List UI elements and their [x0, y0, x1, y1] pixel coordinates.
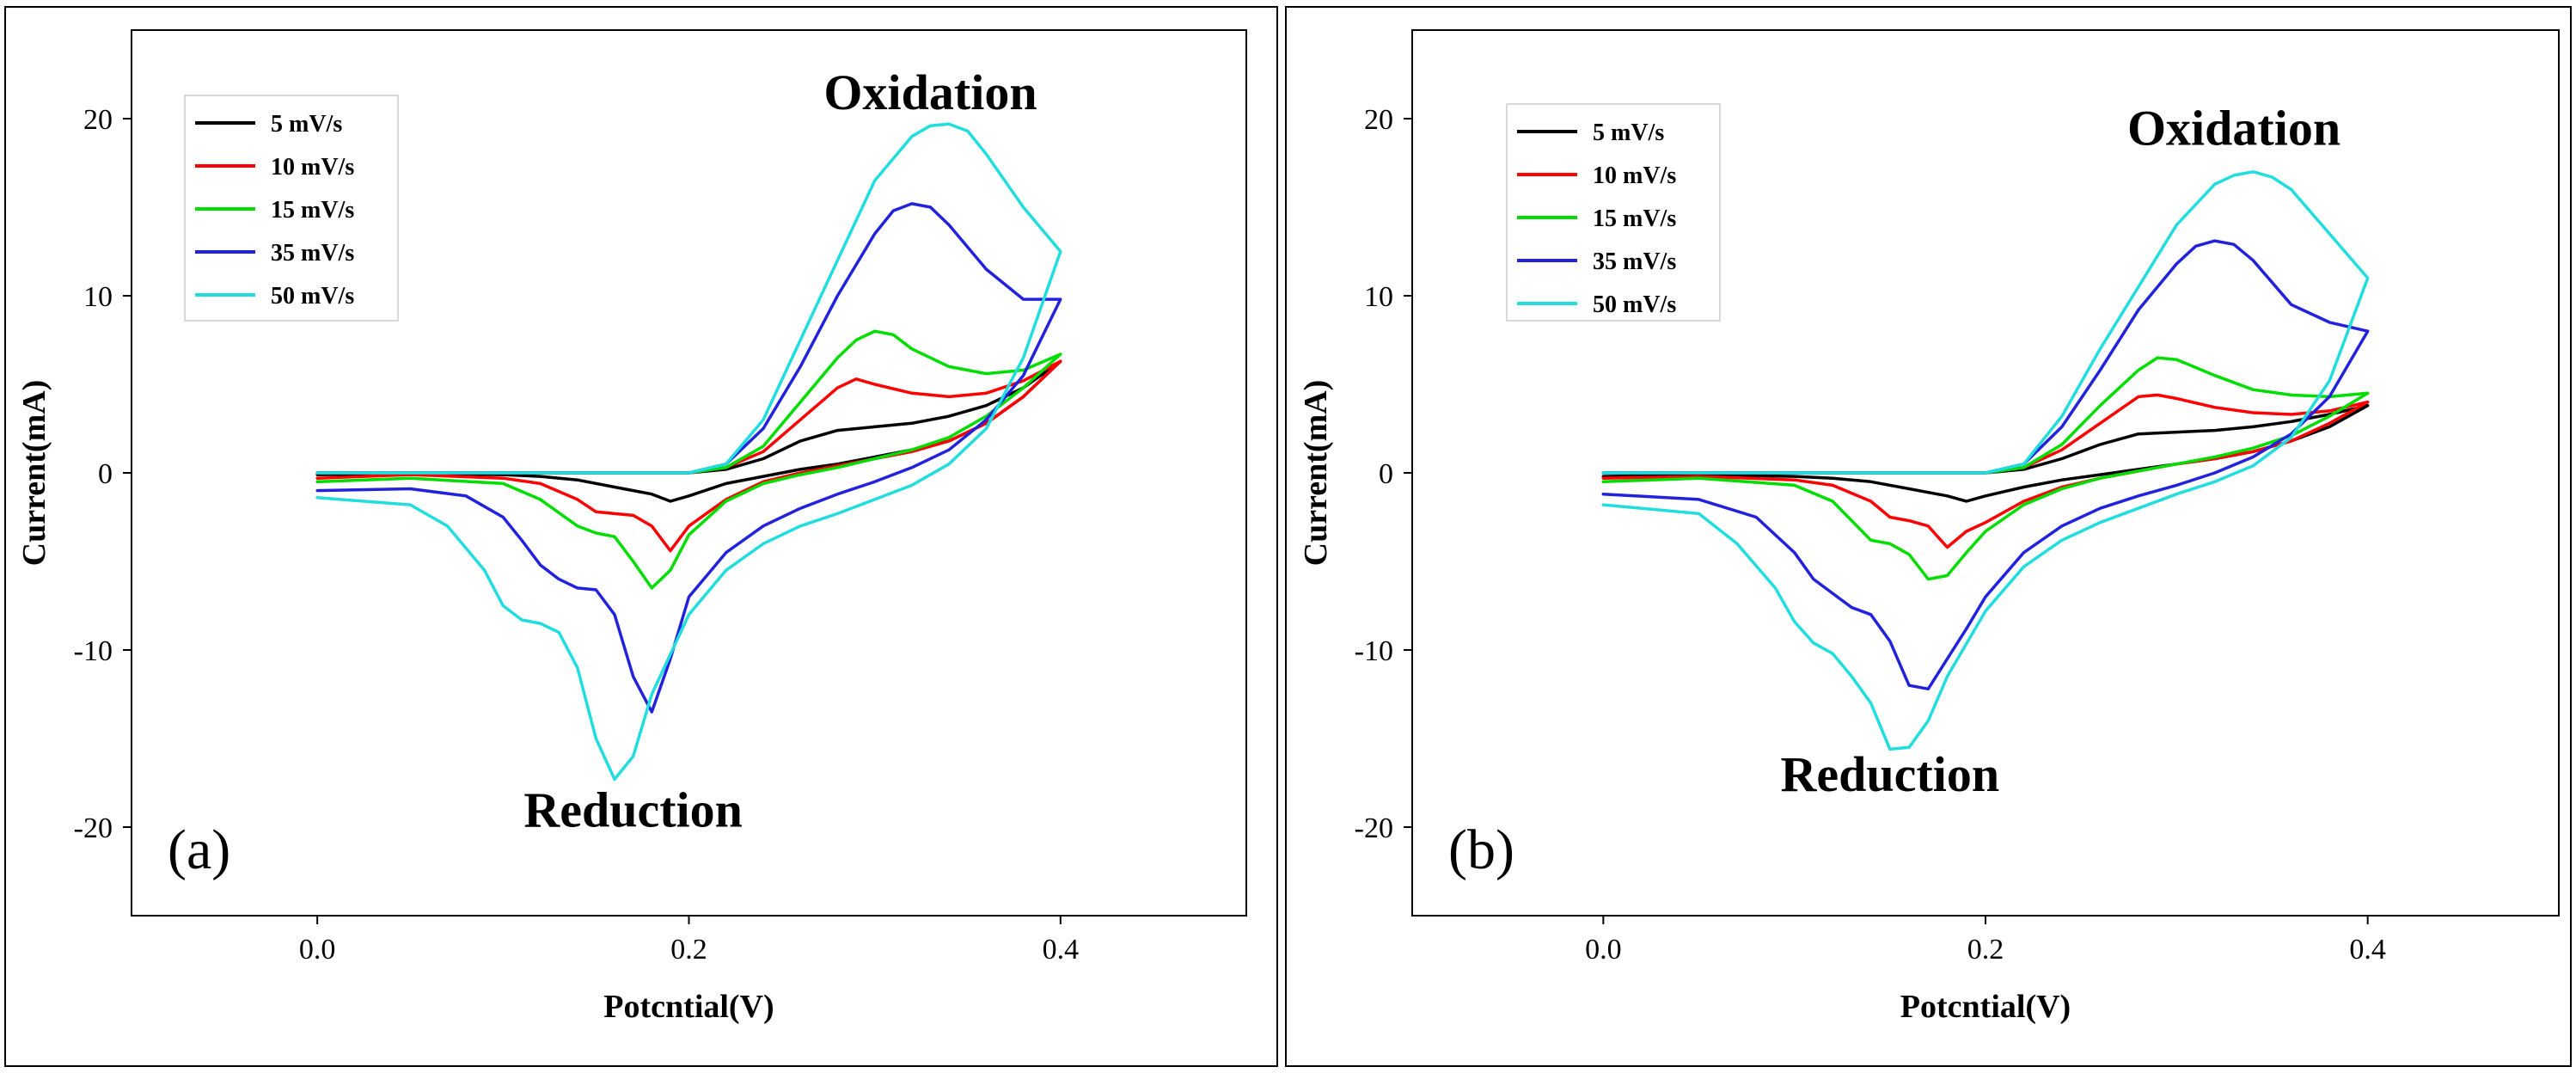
y-tick-label: 20 — [1364, 104, 1393, 136]
legend-label: 50 mV/s — [271, 283, 354, 310]
x-tick-label: 0.4 — [2349, 934, 2386, 966]
legend-box — [1506, 103, 1721, 322]
legend-label: 5 mV/s — [271, 111, 342, 138]
legend-label: 10 mV/s — [1593, 162, 1676, 189]
series-line-50-mv-s — [315, 122, 1062, 782]
series-line-15-mv-s — [1601, 356, 2370, 581]
series-line-35-mv-s — [315, 202, 1062, 714]
x-tick-label: 0.0 — [299, 934, 336, 966]
series-line-10-mv-s — [315, 359, 1062, 553]
panel-label: (a) — [168, 819, 230, 881]
legend-label: 50 mV/s — [1593, 291, 1676, 318]
y-tick-label: -20 — [74, 812, 113, 844]
legend-label: 35 mV/s — [1593, 248, 1676, 275]
y-tick-label: 0 — [98, 458, 113, 490]
panel-b: 0.0 0.2 0.4 -20 -10 0 10 20 Potcntial(V) Current(… — [1285, 6, 2572, 1067]
x-tick-label: 0.2 — [1967, 934, 2004, 966]
legend-label: 15 mV/s — [1593, 205, 1676, 232]
x-axis-title: Potcntial(V) — [603, 989, 774, 1025]
y-tick-label: 10 — [1364, 281, 1393, 313]
series-line-50-mv-s — [1601, 170, 2370, 751]
legend-label: 5 mV/s — [1593, 120, 1664, 146]
oxidation-annotation: Oxidation — [823, 64, 1037, 120]
x-tick-label: 0.2 — [670, 934, 707, 966]
series-line-15-mv-s — [315, 329, 1062, 590]
y-axis-title: Current(mA) — [16, 380, 52, 567]
x-tick-label: 0.0 — [1585, 934, 1622, 966]
series-line-5-mv-s — [1601, 403, 2370, 503]
panel-label: (b) — [1448, 819, 1514, 881]
y-tick-label: -20 — [1355, 812, 1393, 844]
oxidation-annotation: Oxidation — [2127, 100, 2340, 156]
y-tick-label: 20 — [83, 104, 113, 136]
x-tick-label: 0.4 — [1043, 934, 1080, 966]
reduction-annotation: Reduction — [1781, 746, 2000, 802]
panel-a: 0.0 0.2 0.4 -20 -10 0 10 20 Potcntial(V) Current(… — [4, 6, 1278, 1067]
series-line-35-mv-s — [1601, 239, 2370, 691]
legend-label: 35 mV/s — [271, 240, 354, 267]
figure-frame — [4, 6, 1278, 1067]
y-tick-label: -10 — [1355, 635, 1393, 667]
x-axis-title: Potcntial(V) — [1900, 989, 2071, 1025]
y-tick-label: -10 — [74, 635, 113, 667]
y-tick-label: 0 — [1379, 458, 1393, 490]
y-tick-label: 10 — [83, 281, 113, 313]
reduction-annotation: Reduction — [523, 782, 743, 837]
figure-frame — [1285, 6, 2572, 1067]
series-line-10-mv-s — [1601, 393, 2370, 549]
y-axis-title: Current(mA) — [1298, 380, 1334, 567]
legend-label: 10 mV/s — [271, 154, 354, 181]
legend-label: 15 mV/s — [271, 197, 354, 224]
